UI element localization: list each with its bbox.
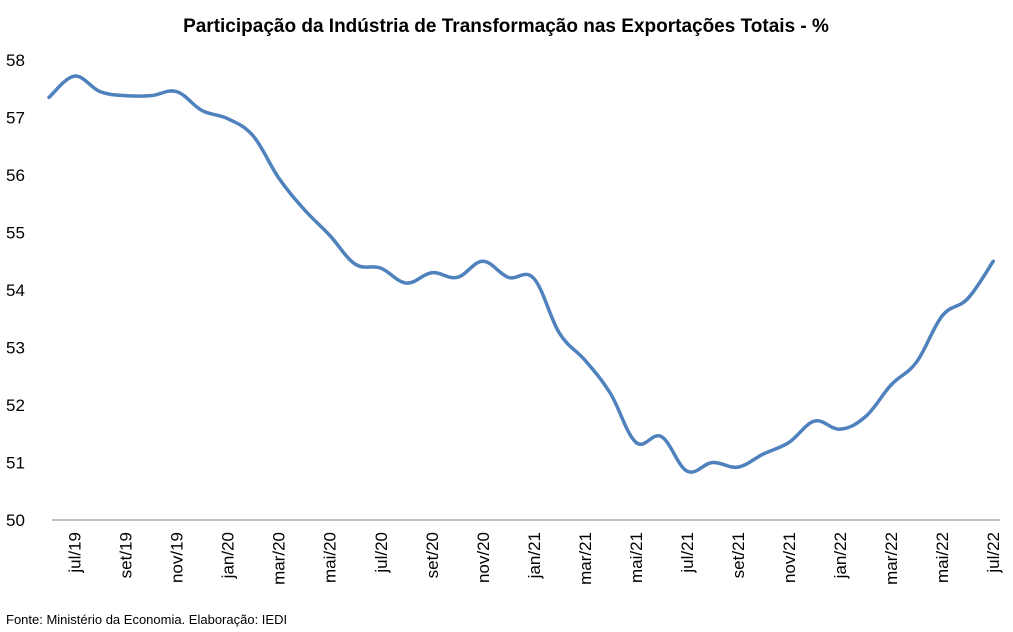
x-tick-label: mar/21: [576, 532, 595, 585]
x-tick-label: jan/20: [219, 532, 238, 579]
series-layer: [47, 74, 995, 474]
y-tick-label: 54: [6, 281, 25, 300]
x-axis: jul/19 set/19 nov/19 jan/20 mar/20 mai/20 jul/…: [52, 519, 1003, 585]
x-tick-label: mai/22: [933, 532, 952, 583]
y-axis: 50 51 52 53 54 55 56 57 58: [6, 51, 25, 530]
x-tick-label: jan/21: [525, 532, 544, 579]
x-tick-label: jan/22: [831, 532, 850, 579]
x-tick-label: set/20: [423, 532, 442, 578]
y-tick-label: 56: [6, 166, 25, 185]
x-tick-label: nov/20: [474, 532, 493, 583]
series-line: [47, 74, 995, 474]
y-tick-label: 53: [6, 339, 25, 358]
x-tick-label: nov/19: [168, 532, 187, 583]
y-tick-label: 51: [6, 454, 25, 473]
y-tick-label: 55: [6, 224, 25, 243]
x-tick-label: set/21: [729, 532, 748, 578]
chart-title: Participação da Indústria de Transformaç…: [183, 16, 829, 37]
x-tick-label: nov/21: [780, 532, 799, 583]
y-tick-label: 50: [6, 511, 25, 530]
y-tick-label: 52: [6, 396, 25, 415]
x-tick-label: jul/21: [678, 532, 697, 574]
x-tick-label: mar/22: [882, 532, 901, 585]
x-tick-label: mai/20: [321, 532, 340, 583]
x-tick-label: set/19: [117, 532, 136, 578]
source-note: Fonte: Ministério da Economia. Elaboraçã…: [6, 612, 287, 627]
x-tick-label: jul/20: [372, 532, 391, 574]
x-tick-label: mai/21: [627, 532, 646, 583]
y-tick-label: 58: [6, 51, 25, 70]
x-tick-label: mar/20: [270, 532, 289, 585]
x-tick-label: jul/19: [66, 532, 85, 574]
x-tick-label: jul/22: [984, 532, 1003, 574]
y-tick-label: 57: [6, 109, 25, 128]
